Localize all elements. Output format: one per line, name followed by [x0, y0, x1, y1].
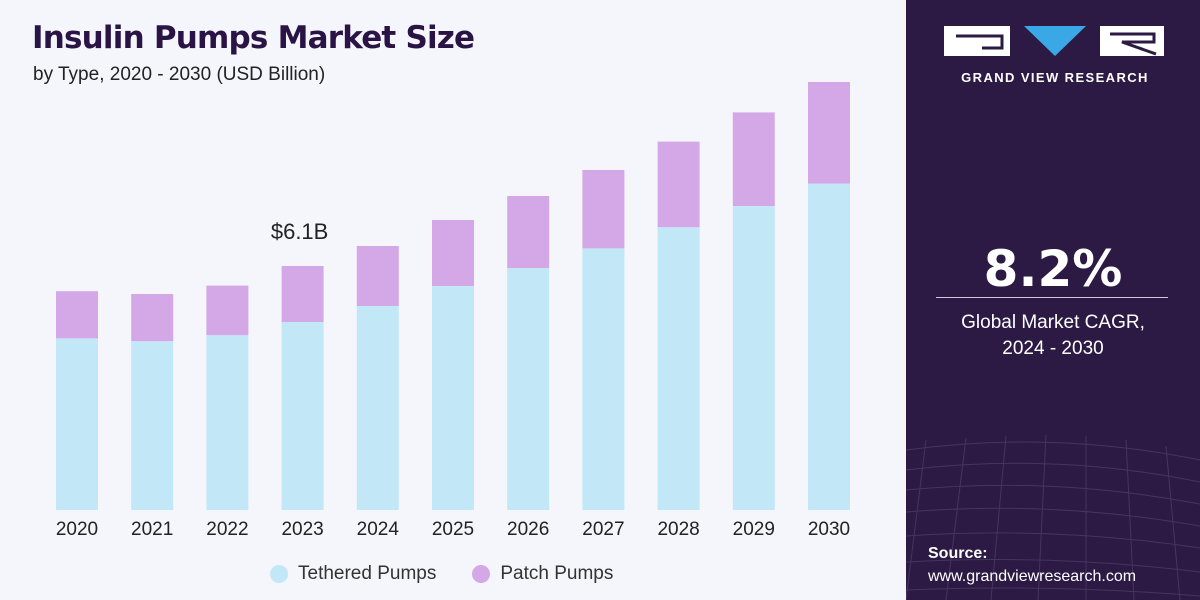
bar-tethered-2021 — [131, 341, 174, 510]
source-title: Source: — [928, 545, 988, 562]
bar-tethered-2028 — [657, 227, 700, 510]
x-tick-2026: 2026 — [507, 519, 549, 540]
source-link[interactable]: www.grandviewresearch.com — [928, 568, 1137, 585]
cagr-label-line1: Global Market CAGR, — [961, 312, 1145, 333]
brand-logo — [944, 26, 1164, 56]
bar-tethered-2027 — [582, 248, 625, 510]
x-tick-2023: 2023 — [281, 519, 323, 540]
cagr-divider — [936, 297, 1168, 298]
bar-patch-2023 — [281, 266, 324, 322]
bar-tethered-2026 — [507, 268, 550, 510]
legend-swatch-tethered — [270, 565, 288, 583]
legend-label-tethered: Tethered Pumps — [298, 563, 437, 584]
bar-patch-2021 — [131, 294, 174, 342]
bar-tethered-2023 — [281, 322, 324, 510]
bar-tethered-2020 — [56, 338, 98, 510]
chart-subtitle: by Type, 2020 - 2030 (USD Billion) — [33, 64, 326, 85]
bar-tethered-2030 — [808, 183, 850, 510]
bar-patch-2030 — [808, 82, 850, 184]
chart-title: Insulin Pumps Market Size — [32, 20, 475, 56]
bar-tethered-2022 — [206, 335, 249, 510]
x-tick-2025: 2025 — [432, 519, 474, 540]
bar-patch-2020 — [56, 291, 98, 339]
bar-patch-2024 — [356, 246, 399, 306]
legend-swatch-patch — [472, 565, 491, 583]
x-tick-2024: 2024 — [357, 519, 400, 540]
bar-patch-2022 — [206, 285, 249, 336]
x-tick-2021: 2021 — [131, 519, 173, 540]
bar-patch-2029 — [732, 112, 775, 206]
bar-tethered-2029 — [732, 206, 775, 510]
bar-patch-2028 — [657, 141, 700, 228]
bar-patch-2026 — [507, 196, 550, 268]
x-tick-2020: 2020 — [56, 519, 98, 540]
bar-chart: 2020 2021 2022 2023 2024 2025 2026 2027 2028 2029… — [56, 82, 850, 540]
cagr-label: Global Market CAGR, 2024 - 2030 — [906, 310, 1200, 362]
x-tick-2027: 2027 — [582, 519, 624, 540]
x-tick-2028: 2028 — [657, 519, 699, 540]
wave-grid-decoration — [906, 434, 1200, 600]
x-tick-2030: 2030 — [808, 519, 850, 540]
legend-item-patch: Patch Pumps — [472, 563, 613, 585]
chart-legend: Tethered Pumps Patch Pumps — [270, 563, 613, 585]
bar-patch-2025 — [432, 220, 474, 286]
bar-patch-2027 — [582, 170, 625, 249]
annotation-2023: $6.1B — [271, 219, 329, 244]
cagr-value: 8.2% — [983, 240, 1123, 298]
bar-tethered-2024 — [356, 306, 399, 510]
bar-tethered-2025 — [432, 286, 474, 510]
legend-item-tethered: Tethered Pumps — [270, 563, 436, 585]
legend-label-patch: Patch Pumps — [500, 563, 614, 584]
brand-name: GRAND VIEW RESEARCH — [961, 70, 1149, 85]
chart-panel: Insulin Pumps Market Size by Type, 2020 … — [0, 0, 906, 600]
x-tick-2029: 2029 — [733, 519, 775, 540]
sidebar-panel: GRAND VIEW RESEARCH 8.2% Global Market C… — [906, 0, 1200, 600]
x-tick-2022: 2022 — [206, 519, 248, 540]
cagr-label-line2: 2024 - 2030 — [1002, 338, 1104, 359]
